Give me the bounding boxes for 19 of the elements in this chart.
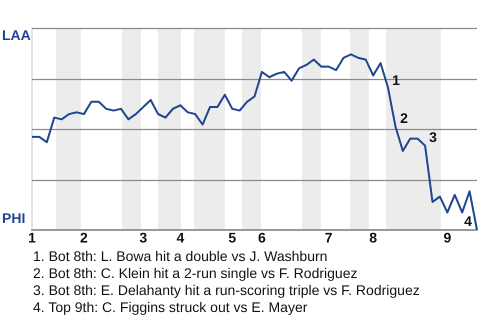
annotation: 3 (429, 128, 438, 145)
text: 2. Bot 8th: C. Klein hit a 2-run single vs F. Rodriguez (33, 265, 358, 282)
x-tick-label: 8 (369, 229, 378, 246)
text: 4. Top 9th: C. Figgins struck out vs E. Mayer (33, 299, 308, 316)
x-tick-label: 9 (443, 229, 452, 246)
x-tick-label: 5 (228, 229, 236, 246)
x-tick-label: 2 (80, 229, 88, 246)
text: LAA (2, 26, 31, 43)
x-tick-label: 7 (324, 229, 333, 246)
annotation: 2 (400, 110, 408, 126)
x-tick-label: 3 (139, 229, 148, 246)
x-tick-label: 1 (28, 229, 36, 246)
text: 3. Bot 8th: E. Delahanty hit a run-scoring triple vs F. Rodriguez (33, 282, 421, 299)
annotation: 1 (392, 72, 400, 88)
x-tick-label: 4 (176, 229, 184, 246)
text: 1. Bot 8th: L. Bowa hit a double vs J. Washburn (33, 248, 328, 265)
x-tick-label: 6 (258, 229, 266, 246)
annotation: 4 (464, 212, 472, 229)
text: PHI (2, 210, 26, 226)
